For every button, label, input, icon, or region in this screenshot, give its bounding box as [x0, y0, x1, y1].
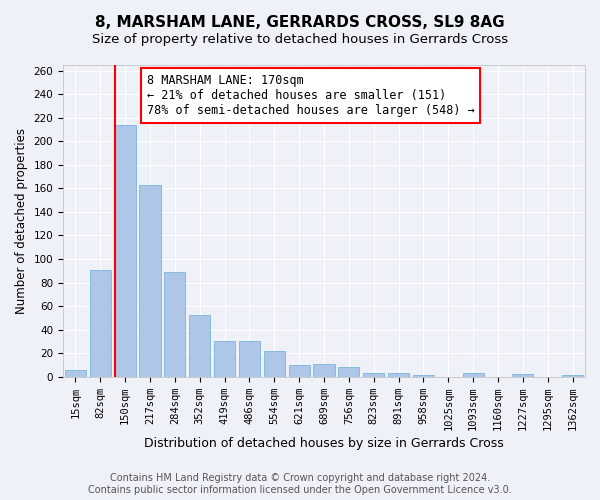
- Bar: [289, 365, 310, 376]
- Bar: [338, 367, 359, 376]
- Bar: [139, 185, 161, 376]
- Bar: [463, 373, 484, 376]
- Bar: [90, 270, 111, 376]
- Bar: [164, 272, 185, 376]
- X-axis label: Distribution of detached houses by size in Gerrards Cross: Distribution of detached houses by size …: [144, 437, 504, 450]
- Text: Contains HM Land Registry data © Crown copyright and database right 2024.
Contai: Contains HM Land Registry data © Crown c…: [88, 474, 512, 495]
- Bar: [388, 373, 409, 376]
- Bar: [115, 125, 136, 376]
- Text: 8, MARSHAM LANE, GERRARDS CROSS, SL9 8AG: 8, MARSHAM LANE, GERRARDS CROSS, SL9 8AG: [95, 15, 505, 30]
- Bar: [313, 364, 335, 376]
- Text: Size of property relative to detached houses in Gerrards Cross: Size of property relative to detached ho…: [92, 32, 508, 46]
- Bar: [239, 342, 260, 376]
- Bar: [214, 342, 235, 376]
- Bar: [363, 373, 384, 376]
- Y-axis label: Number of detached properties: Number of detached properties: [15, 128, 28, 314]
- Bar: [512, 374, 533, 376]
- Text: 8 MARSHAM LANE: 170sqm
← 21% of detached houses are smaller (151)
78% of semi-de: 8 MARSHAM LANE: 170sqm ← 21% of detached…: [146, 74, 474, 118]
- Bar: [189, 316, 210, 376]
- Bar: [65, 370, 86, 376]
- Bar: [264, 350, 285, 376]
